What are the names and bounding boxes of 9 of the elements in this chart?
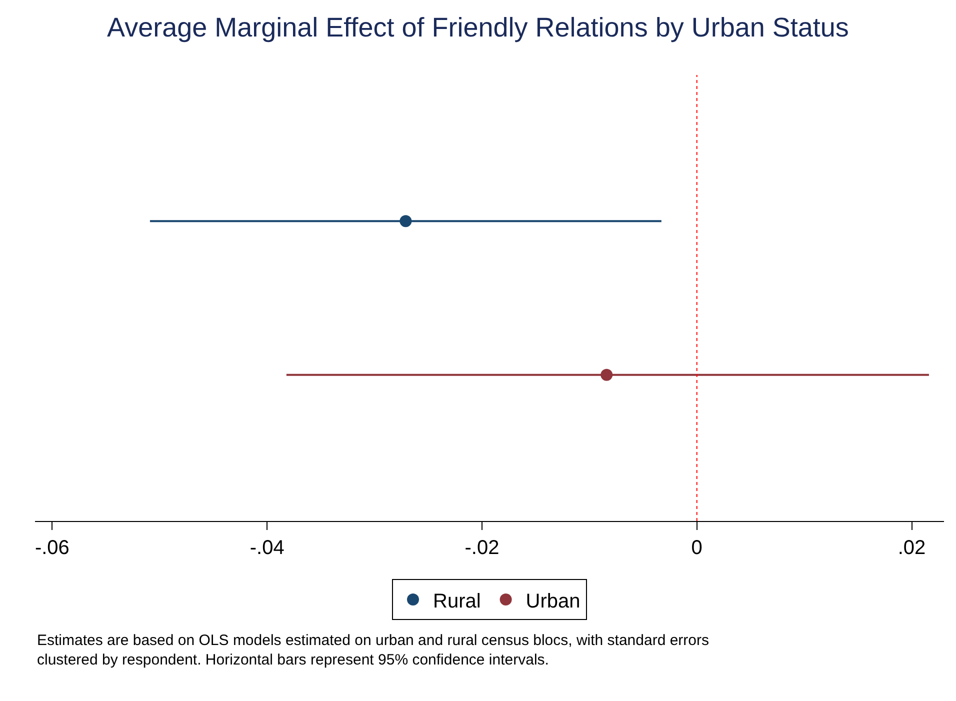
legend-label: Rural	[433, 590, 481, 612]
x-tick-label: -.04	[250, 537, 284, 559]
legend-label: Urban	[526, 590, 580, 612]
x-tick-label: -.02	[464, 537, 500, 559]
text: Estimates are based on OLS models estimated on urban and rural census blocs, with standard errors clustered by respondent. Horizontal bars represent 95% confidence intervals.	[37, 632, 710, 668]
x-tick-label: -.06	[34, 537, 70, 559]
x-tick-label: 0	[691, 537, 702, 559]
chart-title: Average Marginal Effect of Friendly Relations by Urban Status	[107, 12, 849, 42]
x-tick-label: .02	[898, 537, 926, 559]
